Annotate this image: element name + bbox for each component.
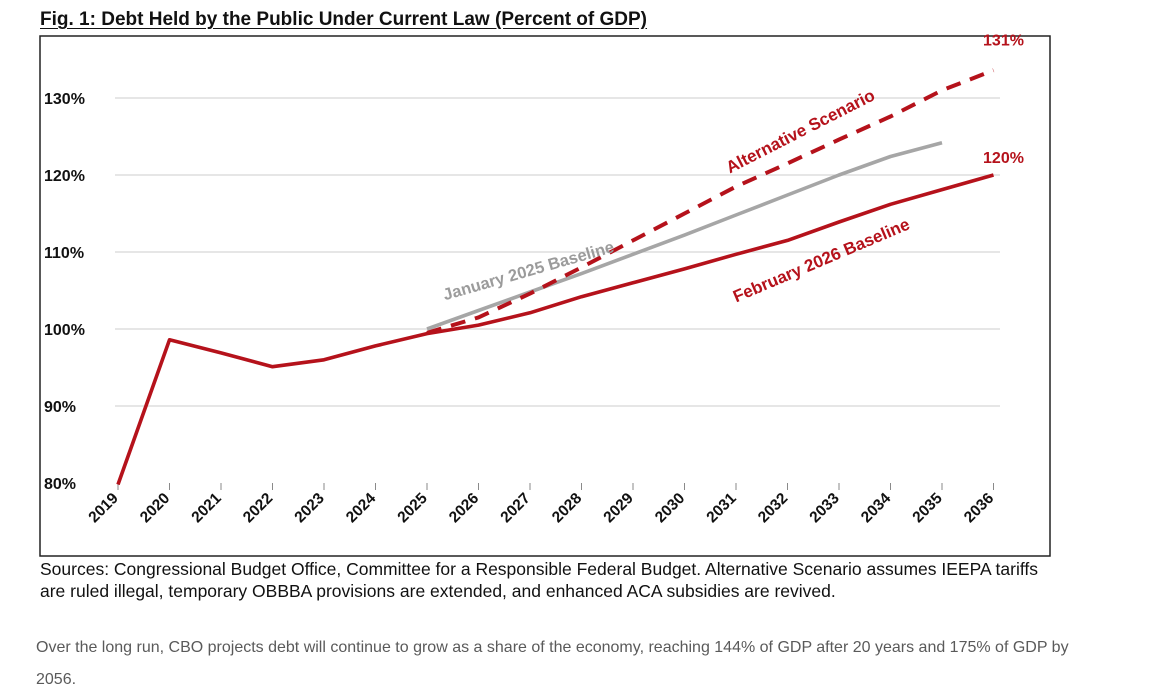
x-tick-label: 2035 <box>909 490 946 527</box>
x-tick-label: 2022 <box>240 490 276 526</box>
article-paragraph: Over the long run, CBO projects debt wil… <box>36 639 1069 688</box>
y-tick-label: 130% <box>44 91 85 108</box>
y-tick-label: 110% <box>44 245 84 262</box>
x-tick-label: 2023 <box>291 490 328 527</box>
y-tick-label: 90% <box>44 399 76 416</box>
series-line-february-2026-baseline <box>116 173 994 486</box>
y-tick-label: 100% <box>44 322 85 339</box>
annotation-layer: 131%120%January 2025 BaselineAlternative… <box>441 32 1024 306</box>
end-label: 120% <box>983 150 1024 167</box>
x-tick-label: 2031 <box>703 490 740 527</box>
x-tick-label: 2021 <box>188 490 225 527</box>
y-axis: 80% 90% 100% 110% 120% 130% <box>44 91 85 493</box>
x-tick-label: 2026 <box>446 490 483 527</box>
x-tick-label: 2029 <box>600 490 637 527</box>
gridlines <box>115 97 1000 407</box>
x-tick-label: 2025 <box>394 490 431 527</box>
x-tick-label: 2036 <box>961 490 998 527</box>
chart-border <box>39 35 1051 557</box>
x-tick-label: 2020 <box>137 490 173 526</box>
figure-title: Fig. 1: Debt Held by the Public Under Cu… <box>40 9 648 30</box>
x-axis: 2019 2020 2021 2022 2023 2024 2025 2026 2027 2028… <box>85 483 998 527</box>
x-tick-label: 2033 <box>806 490 843 527</box>
x-tick-label: 2034 <box>858 490 895 527</box>
series-line-january-2025-baseline <box>426 140 943 331</box>
series-annotation: Alternative Scenario <box>723 86 878 178</box>
x-tick-label: 2032 <box>755 490 791 526</box>
x-tick-label: 2019 <box>85 490 122 527</box>
x-tick-label: 2028 <box>549 490 586 527</box>
x-tick-label: 2027 <box>497 490 533 526</box>
x-tick-label: 2024 <box>343 490 380 527</box>
y-tick-label: 120% <box>44 168 85 185</box>
x-tick-label: 2030 <box>652 490 688 526</box>
figure-sources: Sources: Congressional Budget Office, Co… <box>40 559 1039 601</box>
debt-chart: 80%90%100%110%120%130% 2019 2020 2021 2022 2… <box>39 32 1051 557</box>
series-layer <box>116 68 995 486</box>
series-line-alternative-scenario <box>426 68 995 335</box>
end-label: 131% <box>983 32 1024 49</box>
y-tick-label: 80% <box>44 476 76 493</box>
